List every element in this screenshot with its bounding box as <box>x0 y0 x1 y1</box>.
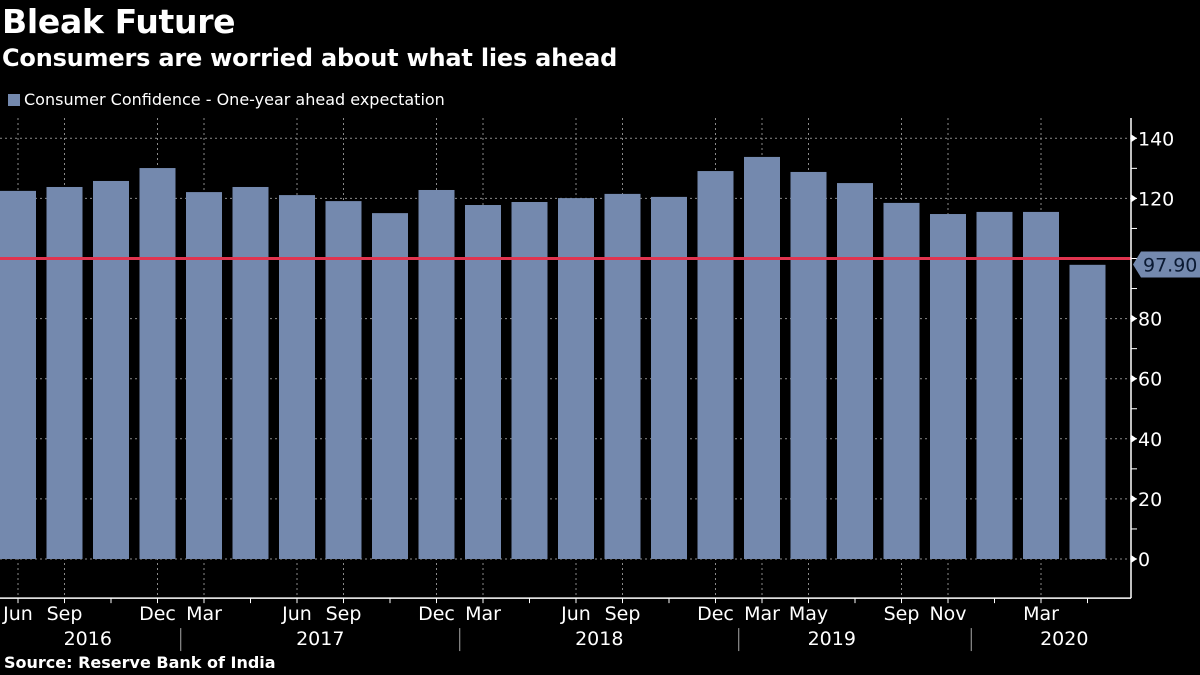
x-tick-label: Dec <box>697 603 734 625</box>
x-tick-label: Sep <box>326 603 362 625</box>
bar <box>511 202 548 560</box>
x-tick-label: Jun <box>2 603 33 625</box>
bar <box>651 196 687 559</box>
y-tick-label: 40 <box>1138 429 1162 451</box>
x-tick-label: Jun <box>560 603 591 625</box>
y-tick-marker <box>1131 434 1137 443</box>
x-year-label: 2020 <box>1040 628 1088 650</box>
x-year-label: 2017 <box>296 628 344 650</box>
x-tick-label: Dec <box>139 603 176 625</box>
bar <box>1023 211 1059 560</box>
x-tick-label: Mar <box>744 603 780 625</box>
x-year-label: 2018 <box>575 628 623 650</box>
bar <box>883 202 920 559</box>
bar <box>837 183 873 559</box>
legend-swatch <box>8 93 20 106</box>
x-tick-label: Mar <box>1023 603 1059 625</box>
x-tick-label: Dec <box>418 603 455 625</box>
x-tick-label: Mar <box>186 603 222 625</box>
x-tick-label: Nov <box>929 603 966 625</box>
bar <box>465 205 501 560</box>
bar <box>744 156 780 559</box>
bar <box>279 195 315 560</box>
legend: Consumer Confidence - One-year ahead exp… <box>8 90 445 109</box>
bar <box>790 171 827 559</box>
y-tick-label: 0 <box>1138 549 1150 571</box>
bar <box>558 198 594 560</box>
x-tick-label: Mar <box>465 603 501 625</box>
chart-title: Bleak Future <box>2 2 236 41</box>
bar <box>976 211 1013 560</box>
x-tick-label: Sep <box>47 603 83 625</box>
y-tick-label: 140 <box>1138 128 1174 150</box>
bar <box>1069 264 1106 559</box>
bar <box>697 171 734 559</box>
y-tick-marker <box>1131 494 1137 503</box>
source-note: Source: Reserve Bank of India <box>4 653 276 672</box>
y-tick-label: 120 <box>1138 188 1174 210</box>
chart-subtitle: Consumers are worried about what lies ah… <box>2 44 618 72</box>
last-value-badge <box>1133 251 1200 278</box>
bar <box>372 213 408 559</box>
y-tick-label: 20 <box>1138 489 1162 511</box>
bar <box>232 186 269 559</box>
legend-label: Consumer Confidence - One-year ahead exp… <box>24 90 445 109</box>
y-tick-marker <box>1131 194 1137 203</box>
x-year-label: 2019 <box>808 628 856 650</box>
x-tick-label: Jun <box>281 603 312 625</box>
last-value-label: 97.90 <box>1143 255 1197 277</box>
y-tick-marker <box>1131 374 1137 383</box>
x-year-label: 2016 <box>64 628 112 650</box>
bar <box>46 186 83 559</box>
bar <box>325 201 362 560</box>
y-tick-label: 80 <box>1138 309 1162 331</box>
x-tick-label: May <box>789 603 828 625</box>
bar <box>186 192 222 560</box>
y-tick-marker <box>1131 314 1137 323</box>
bar <box>418 189 455 559</box>
y-tick-marker <box>1131 555 1137 563</box>
y-tick-marker <box>1131 134 1137 143</box>
bar <box>930 214 966 559</box>
bar <box>93 180 129 559</box>
x-tick-label: Sep <box>884 603 920 625</box>
bar <box>139 168 176 559</box>
y-tick-label: 60 <box>1138 369 1162 391</box>
x-tick-label: Sep <box>605 603 641 625</box>
bar <box>604 193 641 559</box>
bar <box>0 190 36 559</box>
